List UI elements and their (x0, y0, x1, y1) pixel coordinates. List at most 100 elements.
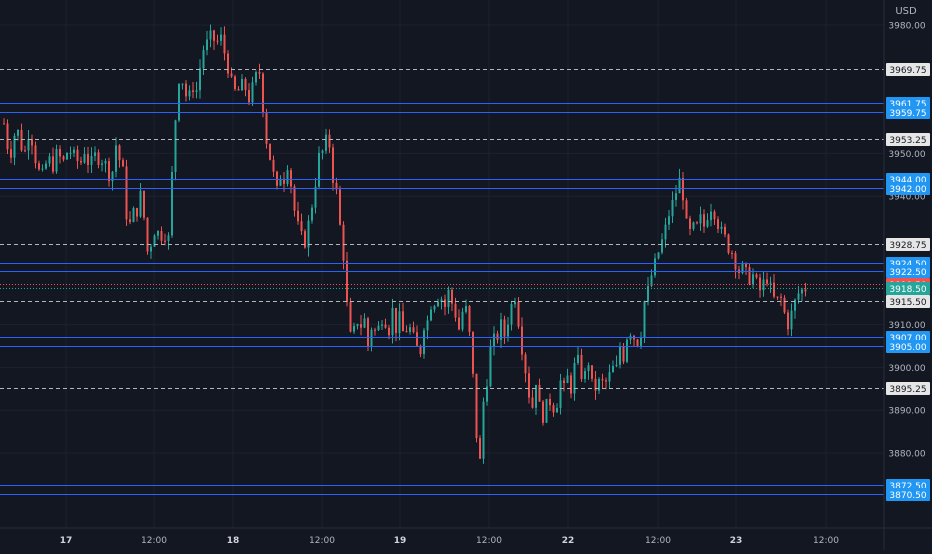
candle-body (181, 83, 184, 85)
candle-body (643, 301, 646, 338)
candle-down (685, 197, 688, 219)
candle-down (244, 77, 247, 97)
candle-down (563, 377, 565, 392)
candle-body (699, 214, 702, 224)
candle-down (269, 143, 271, 161)
candle-up (311, 204, 313, 224)
candle-body (696, 222, 698, 224)
time-tick-label: 19 (394, 536, 407, 546)
candle-up (279, 175, 282, 187)
candle-body (318, 152, 320, 187)
candle-body (416, 332, 418, 346)
candle-up (430, 306, 432, 322)
candle-up (199, 59, 201, 99)
candle-body (374, 329, 376, 331)
candle-down (38, 160, 40, 171)
candle-body (594, 378, 597, 391)
candle-body (62, 156, 65, 160)
candle-up (13, 133, 16, 166)
candle-down (804, 282, 807, 297)
candle-down (766, 272, 768, 287)
candle-body (535, 384, 537, 408)
candle-body (545, 398, 548, 423)
level-price-label: 3907.00 (889, 334, 926, 344)
candle-down (3, 118, 5, 125)
candle-body (377, 325, 380, 331)
candle-body (640, 337, 642, 346)
candle-up (615, 355, 618, 368)
level-price-label: 3959.75 (889, 109, 926, 119)
candle-down (696, 221, 698, 225)
candle-up (325, 128, 327, 154)
candle-body (73, 149, 75, 153)
candle-up (17, 129, 19, 141)
candle-up (426, 315, 429, 340)
candle-body (682, 178, 684, 201)
candle-body (304, 231, 306, 248)
candle-body (17, 129, 19, 136)
candle-body (489, 346, 492, 387)
candle-body (531, 397, 534, 408)
candle-up (206, 30, 208, 56)
candle-body (206, 39, 208, 51)
candle-body (335, 182, 338, 190)
candle-down (276, 170, 278, 190)
candle-down (185, 80, 187, 102)
candle-body (636, 339, 639, 346)
candle-up (535, 384, 537, 415)
candle-up (514, 297, 516, 308)
price-axis[interactable]: 3980.00 3950.00 3940.00 3910.00 3900.00 3890.… (888, 22, 925, 460)
candle-body (384, 324, 387, 328)
candle-body (276, 171, 278, 186)
candle-body (461, 311, 464, 330)
candle-body (237, 89, 240, 91)
candle-up (692, 221, 695, 231)
candle-body (293, 186, 296, 211)
candle-body (654, 258, 656, 276)
candle-down (328, 129, 331, 153)
candle-down (689, 215, 691, 236)
level-price-label-bg (886, 63, 930, 76)
candle-up (566, 368, 569, 384)
candle-body (192, 90, 194, 92)
candle-down (118, 144, 121, 168)
candle-down (164, 233, 166, 246)
candle-body (678, 178, 681, 194)
candle-body (353, 326, 355, 332)
candle-down (76, 145, 79, 169)
candle-up (286, 165, 289, 187)
currency-label: USD (895, 6, 917, 17)
candle-body (283, 178, 285, 184)
candle-body (671, 199, 674, 217)
candle-up (356, 323, 359, 330)
candle-body (328, 134, 331, 148)
candle-body (430, 309, 432, 321)
candle-down (724, 223, 726, 238)
candle-up (251, 76, 254, 106)
candle-down (748, 263, 751, 286)
candle-down (237, 86, 240, 91)
candle-body (10, 149, 12, 158)
candle-body (647, 285, 649, 302)
candle-body (174, 120, 177, 173)
candle-down (97, 149, 100, 169)
candle-down (6, 119, 9, 154)
candle-up (69, 146, 72, 160)
candle-up (94, 146, 96, 162)
candle-up (45, 160, 47, 171)
candle-body (514, 302, 516, 305)
candle-body (171, 172, 173, 236)
levels-layer[interactable] (0, 69, 884, 495)
price-tick-label: 3940.00 (888, 193, 925, 203)
level-price-label-bg (886, 265, 930, 278)
candle-down (395, 307, 397, 342)
candle-up (790, 303, 793, 337)
candle-body (521, 326, 523, 355)
candle-body (367, 318, 369, 347)
candle-up (668, 210, 670, 231)
time-axis[interactable]: 17 12:00 18 12:00 19 12:00 22 12:00 23 12:00 (60, 536, 840, 546)
candle-body (717, 219, 719, 229)
candle-body (454, 303, 457, 318)
